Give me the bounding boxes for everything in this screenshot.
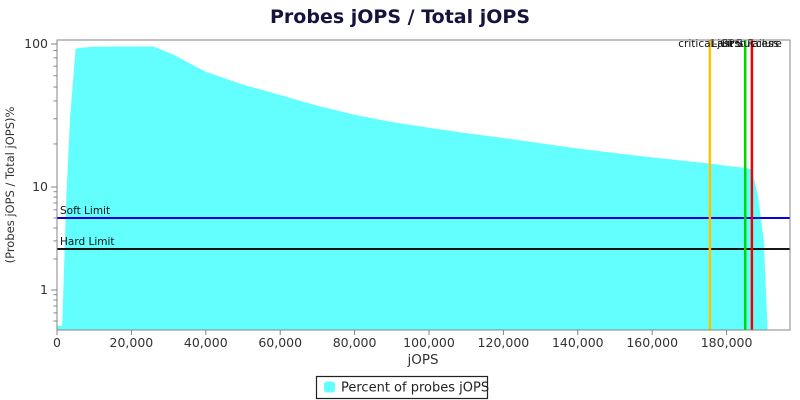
x-tick-label: 120,000 <box>478 335 530 350</box>
legend-swatch-icon <box>324 381 335 393</box>
legend: Percent of probes jOPS <box>315 375 489 400</box>
x-tick-label: 80,000 <box>333 335 377 350</box>
plot-border <box>56 39 791 331</box>
y-tick-label: 100 <box>24 36 48 51</box>
marker-line-label: First Failure <box>722 38 782 50</box>
area-series <box>57 46 768 330</box>
limit-line-label: Soft Limit <box>60 205 110 217</box>
y-axis-ticks-group: 100 10 1 <box>24 36 57 322</box>
chart-title: Probes jOPS / Total jOPS <box>270 6 530 28</box>
limit-lines-group: Soft Limit Hard Limit <box>57 205 790 251</box>
y-tick-label: 10 <box>32 179 48 194</box>
series-area-group <box>57 46 768 330</box>
x-tick-label: 60,000 <box>258 335 302 350</box>
x-tick-label: 140,000 <box>552 335 604 350</box>
marker-line-label: Last Success <box>711 38 778 50</box>
marker-line-label: critical-jOPS <box>678 38 741 50</box>
x-tick-label: 160,000 <box>626 335 678 350</box>
x-tick-label: 100,000 <box>403 335 455 350</box>
x-tick-label: 180,000 <box>701 335 753 350</box>
legend-box <box>315 375 489 400</box>
x-tick-label: 40,000 <box>184 335 228 350</box>
x-tick-label: 20,000 <box>110 335 154 350</box>
y-tick-label: 1 <box>40 282 48 297</box>
x-tick-label: 0 <box>53 335 61 350</box>
y-axis-title: (Probes jOPS / Total jOPS)% <box>3 107 17 264</box>
legend-entry-label: Percent of probes jOPS <box>341 381 489 396</box>
x-axis-ticks-group: 0 20,000 40,000 60,000 80,000 100,000 120,000 1… <box>53 330 752 350</box>
limit-line-label: Hard Limit <box>60 236 115 248</box>
x-axis-title: jOPS <box>406 352 438 368</box>
